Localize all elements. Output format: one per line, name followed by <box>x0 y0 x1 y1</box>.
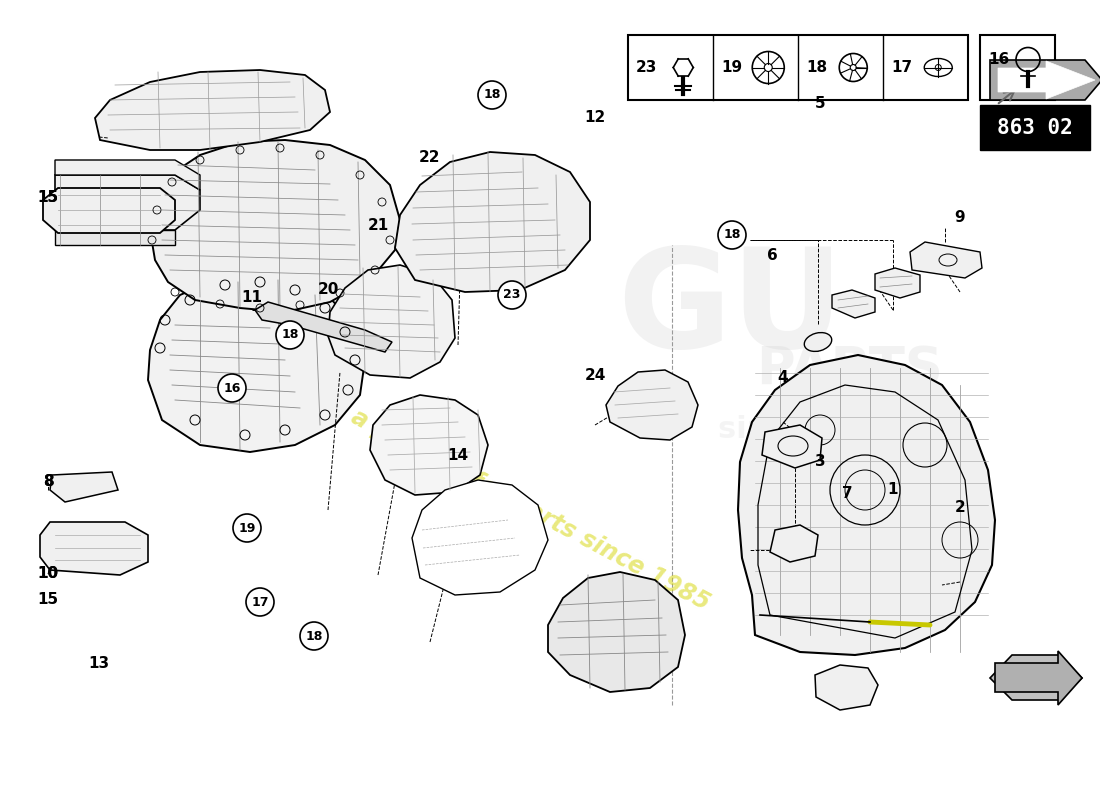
Polygon shape <box>55 160 200 190</box>
Text: 18: 18 <box>483 89 500 102</box>
Polygon shape <box>762 425 822 468</box>
Text: 21: 21 <box>367 218 388 233</box>
Bar <box>980 105 1090 150</box>
Polygon shape <box>412 480 548 595</box>
Text: 18: 18 <box>806 60 827 75</box>
Text: 1: 1 <box>888 482 899 498</box>
FancyArrowPatch shape <box>999 90 1014 103</box>
Text: 22: 22 <box>419 150 441 166</box>
Polygon shape <box>874 268 920 298</box>
Circle shape <box>498 281 526 309</box>
Text: 18: 18 <box>282 329 299 342</box>
Text: 5: 5 <box>815 95 825 110</box>
Text: 10: 10 <box>37 566 58 582</box>
Text: 11: 11 <box>242 290 263 306</box>
Text: 7: 7 <box>842 486 852 501</box>
Polygon shape <box>43 188 175 233</box>
Circle shape <box>218 374 246 402</box>
Text: 15: 15 <box>37 593 58 607</box>
Polygon shape <box>55 230 175 245</box>
Text: 19: 19 <box>239 522 255 534</box>
Text: 10: 10 <box>37 566 58 582</box>
Text: PARTS: PARTS <box>757 344 944 396</box>
Polygon shape <box>548 572 685 692</box>
Circle shape <box>246 588 274 616</box>
Polygon shape <box>990 60 1100 100</box>
Text: 19: 19 <box>720 60 742 75</box>
Polygon shape <box>255 302 392 352</box>
Polygon shape <box>770 525 818 562</box>
Polygon shape <box>370 395 488 495</box>
Polygon shape <box>910 242 982 278</box>
Circle shape <box>718 221 746 249</box>
Polygon shape <box>998 61 1094 99</box>
Bar <box>628 35 968 100</box>
Text: 17: 17 <box>251 595 268 609</box>
Polygon shape <box>606 370 698 440</box>
Text: a passion for parts since 1985: a passion for parts since 1985 <box>346 405 714 615</box>
Polygon shape <box>832 290 875 318</box>
Polygon shape <box>328 265 455 378</box>
Polygon shape <box>996 651 1082 705</box>
Text: 15: 15 <box>37 190 58 206</box>
Circle shape <box>276 321 304 349</box>
Text: 863 02: 863 02 <box>997 118 1072 138</box>
Text: GU: GU <box>617 242 844 378</box>
Text: 24: 24 <box>584 367 606 382</box>
Polygon shape <box>40 522 148 575</box>
Text: 16: 16 <box>223 382 241 394</box>
Polygon shape <box>738 355 996 655</box>
Polygon shape <box>990 655 1082 700</box>
Polygon shape <box>150 140 400 312</box>
Text: 2: 2 <box>955 501 966 515</box>
Polygon shape <box>815 665 878 710</box>
Text: 14: 14 <box>448 447 469 462</box>
Text: since 1985: since 1985 <box>717 415 902 445</box>
Text: 4: 4 <box>778 370 789 386</box>
Circle shape <box>300 622 328 650</box>
Text: 8: 8 <box>43 474 53 490</box>
Text: 8: 8 <box>43 474 53 490</box>
Text: 9: 9 <box>955 210 966 226</box>
Text: 18: 18 <box>724 229 740 242</box>
Text: 17: 17 <box>891 60 912 75</box>
Polygon shape <box>148 275 365 452</box>
Text: 16: 16 <box>988 52 1010 67</box>
Text: 12: 12 <box>584 110 606 126</box>
Text: 15: 15 <box>37 190 58 206</box>
Text: 23: 23 <box>636 60 658 75</box>
Ellipse shape <box>804 333 832 351</box>
Text: 3: 3 <box>815 454 825 470</box>
Text: 18: 18 <box>306 630 322 642</box>
Polygon shape <box>50 472 118 502</box>
Text: 20: 20 <box>317 282 339 298</box>
Polygon shape <box>55 175 200 230</box>
Text: 6: 6 <box>767 247 778 262</box>
Circle shape <box>233 514 261 542</box>
Text: 13: 13 <box>88 655 110 670</box>
Bar <box>980 35 1055 100</box>
Polygon shape <box>395 152 590 292</box>
Text: 23: 23 <box>504 289 520 302</box>
Circle shape <box>478 81 506 109</box>
Polygon shape <box>95 70 330 150</box>
